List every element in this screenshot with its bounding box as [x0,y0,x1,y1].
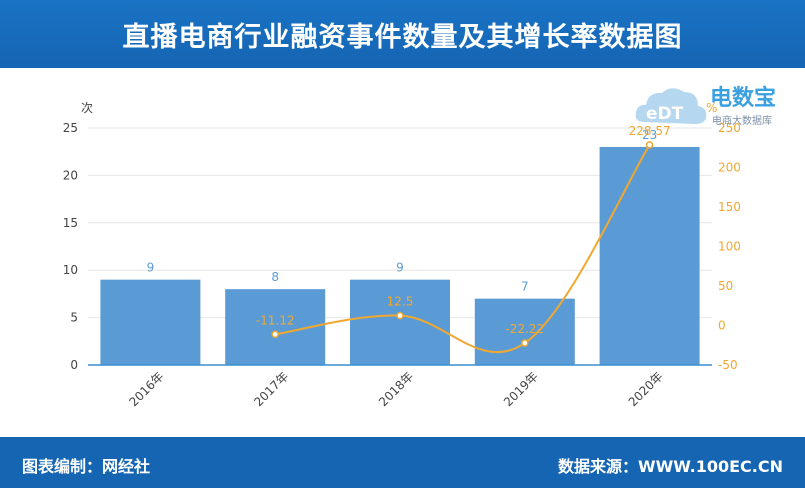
category-label: 2017年 [251,369,291,409]
growth-value-label: 12.5 [387,295,414,309]
logo-subtitle: 电商大数据库 [712,116,772,127]
bar-value-label: 7 [521,280,529,294]
left-tick-label: 25 [63,121,78,135]
growth-value-label: -22.22 [505,322,544,336]
right-tick-label: 0 [718,319,726,333]
growth-point [271,330,279,339]
growth-line: -11.12 12.5 -22.22 228.57 [256,124,671,354]
right-tick-label: 200 [718,161,741,175]
bar [350,279,450,365]
chart: 9 8 9 7 23 -11.12 12.5 -22.22 228.57 0 5 10 15 20 25… [63,101,741,409]
page-title: 直播电商行业融资事件数量及其增长率数据图 [122,21,683,53]
right-axis-unit: % [706,101,717,115]
left-axis-unit: 次 [81,101,93,115]
footer-source: 数据来源：WWW.100EC.CN [557,457,783,476]
left-tick-label: 10 [63,263,78,277]
category-label: 2018年 [376,369,416,409]
title-banner: 直播电商行业融资事件数量及其增长率数据图 [0,0,805,68]
growth-point [521,339,529,347]
bar [599,146,700,365]
category-label: 2020年 [626,369,666,409]
growth-value-label: 228.57 [629,124,671,138]
right-tick-label: 150 [718,200,741,214]
bar-value-label: 8 [271,270,279,284]
bar [100,279,201,365]
growth-point [645,141,654,149]
logo-brand: 电数宝 [710,86,777,111]
left-tick-label: 5 [70,311,78,325]
right-tick-label: 50 [718,279,733,293]
footer-credit: 图表编制：网经社 [22,457,151,476]
bars: 9 8 9 7 23 [100,128,700,365]
growth-point [396,311,404,320]
cloud-logo-icon: eDT [635,88,707,124]
bar-value-label: 23 [642,128,657,142]
growth-line-path [275,144,651,354]
right-tick-label: 100 [718,240,741,254]
right-tick-label: -50 [718,358,738,372]
logo-mark: eDT [646,104,684,124]
bar [474,298,575,365]
footer: 图表编制：网经社 数据来源：WWW.100EC.CN [0,437,805,488]
logo: eDT 电数宝 电商大数据库 [632,78,802,138]
growth-value-label: -11.12 [256,313,295,327]
left-tick-label: 20 [63,168,78,182]
right-tick-label: 250 [718,121,741,135]
category-label: 2016年 [127,369,167,409]
category-label: 2019年 [501,369,541,409]
bar-value-label: 9 [147,261,155,275]
left-tick-label: 0 [70,358,78,372]
bar-value-label: 9 [396,261,404,275]
left-tick-label: 15 [63,216,78,230]
